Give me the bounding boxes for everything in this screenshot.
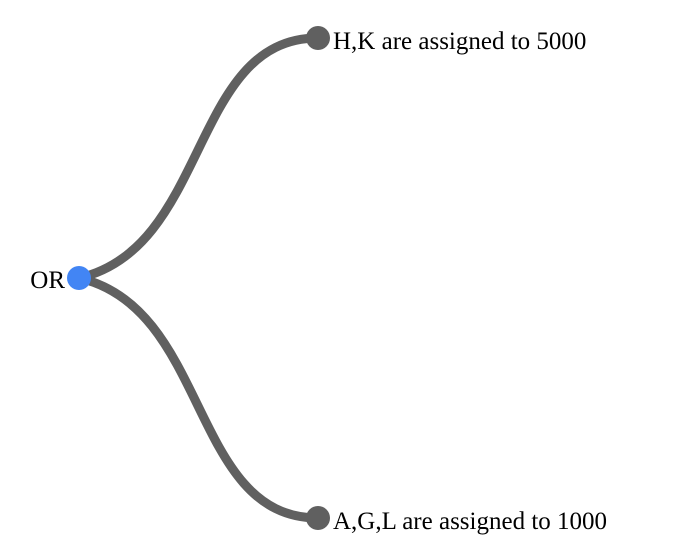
child-node-top[interactable]: H,K are assigned to 5000	[306, 26, 586, 55]
tree-link-top	[74, 33, 323, 283]
tree-link-bottom	[74, 273, 323, 523]
root-node[interactable]: OR	[30, 266, 91, 294]
tree-links	[74, 33, 323, 523]
child-node-bottom[interactable]: A,G,L are assigned to 1000	[306, 506, 607, 535]
child-node-dot[interactable]	[306, 26, 330, 50]
child-node-dot[interactable]	[306, 506, 330, 530]
child-node-label: A,G,L are assigned to 1000	[333, 508, 607, 535]
child-node-label: H,K are assigned to 5000	[333, 28, 586, 55]
root-node-label: OR	[30, 267, 65, 294]
root-node-dot[interactable]	[67, 266, 91, 290]
